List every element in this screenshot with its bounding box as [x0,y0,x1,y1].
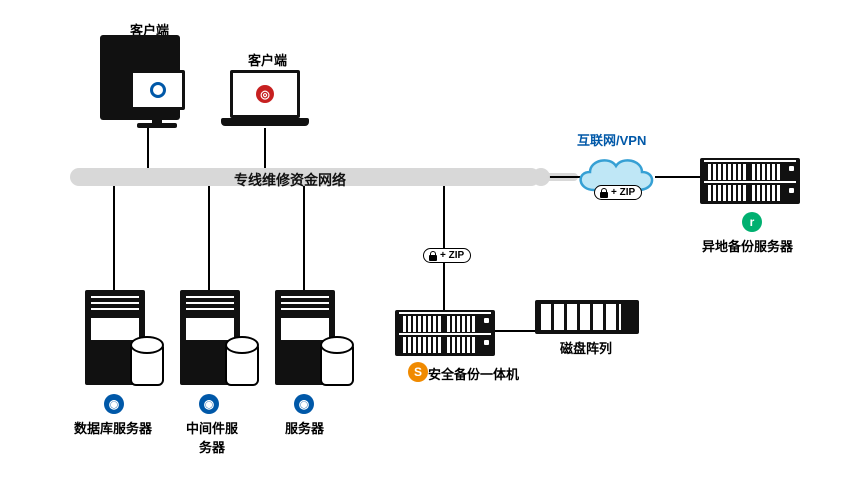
disk-array [535,300,639,334]
conn-server1 [113,186,115,292]
bus-cap-right [532,168,550,186]
conn-cloud-right [655,176,703,178]
server1-label: 数据库服务器 [74,418,152,437]
zip-badge-2: + ZIP [594,185,642,200]
server3-badge: ◉ [294,394,314,414]
zip-badge-1: + ZIP [423,248,471,263]
backup-rack [395,310,495,356]
server3-label: 服务器 [285,418,324,437]
internet-label: 互联网/VPN [577,130,646,149]
conn-server2 [208,186,210,292]
server2-disk [225,342,259,386]
backup-badge: S [408,362,428,382]
client2-label: 客户端 [248,50,287,69]
diskarray-label: 磁盘阵列 [560,338,612,357]
server3-disk [320,342,354,386]
server2-badge: ◉ [199,394,219,414]
zip1-text: + ZIP [440,250,464,261]
server2-label: 中间件服务器 [182,418,242,456]
conn-client2 [264,128,266,170]
remote-rack [700,158,800,204]
server1-disk [130,342,164,386]
lock-icon [429,251,437,261]
backup-label: 安全备份一体机 [428,364,519,383]
remote-badge-text: r [750,215,755,229]
backup-badge-text: S [414,365,422,379]
zip2-text: + ZIP [611,187,635,198]
conn-backup-array [495,330,537,332]
lock-icon [600,188,608,198]
conn-server3 [303,186,305,292]
remote-badge: r [742,212,762,232]
remote-label: 异地备份服务器 [702,236,793,255]
bus-label: 专线维修资金网络 [200,170,380,190]
conn-client1 [147,128,149,170]
server1-badge: ◉ [104,394,124,414]
